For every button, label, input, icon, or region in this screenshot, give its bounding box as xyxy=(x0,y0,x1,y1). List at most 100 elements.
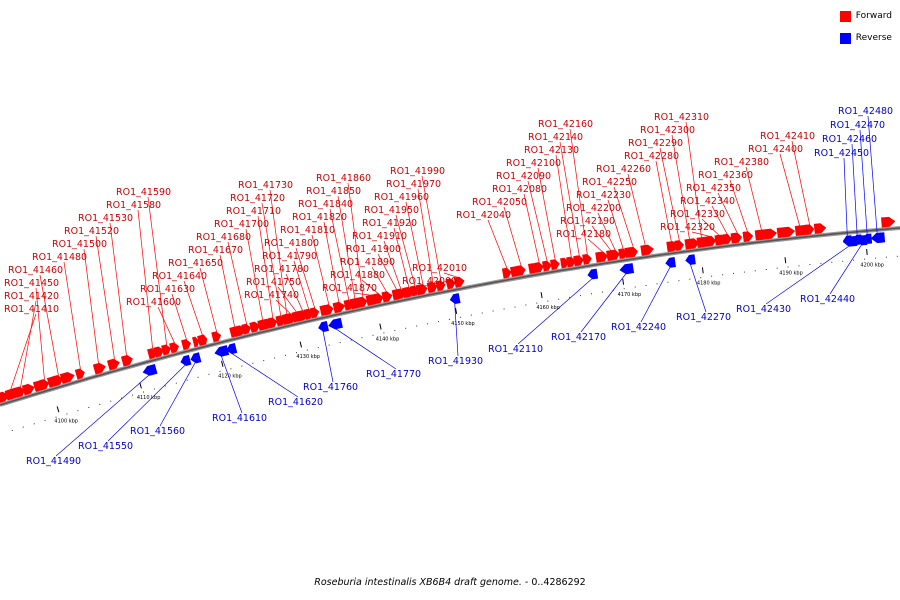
leader-line xyxy=(537,167,556,261)
forward-gene-label: RO1_42140 xyxy=(528,132,583,143)
reverse-gene-arrow xyxy=(318,321,329,332)
leader-line xyxy=(137,209,154,350)
forward-gene-label: RO1_41800 xyxy=(264,238,319,249)
scale-dot xyxy=(831,261,833,263)
forward-gene-label: RO1_42090 xyxy=(496,171,551,182)
reverse-gene-arrow xyxy=(587,268,599,280)
leader-line xyxy=(334,328,397,370)
reverse-gene-arrow xyxy=(142,364,158,376)
forward-gene-arrow xyxy=(598,251,608,263)
legend-label-reverse: Reverse xyxy=(855,33,892,43)
forward-gene-arrow xyxy=(610,249,620,261)
forward-gene-arrow xyxy=(357,296,368,308)
forward-gene-arrow xyxy=(666,241,676,252)
scale-dot xyxy=(820,262,822,264)
reverse-gene-arrow xyxy=(842,235,858,247)
scale-dot xyxy=(536,302,538,304)
leader-line xyxy=(655,160,672,243)
leader-line xyxy=(10,313,37,391)
caption-genome: Roseburia intestinalis XB6B4 draft genom… xyxy=(314,577,522,588)
forward-gene-label: RO1_41890 xyxy=(340,257,395,268)
leader-line xyxy=(685,121,702,239)
scale-dot xyxy=(416,325,418,327)
forward-gene-label: RO1_42380 xyxy=(714,157,769,168)
leader-line xyxy=(559,141,580,257)
forward-gene-arrow xyxy=(14,386,25,398)
scale-dot xyxy=(667,281,669,283)
leader-line xyxy=(39,274,59,376)
leader-line xyxy=(607,199,624,250)
tick-layer: 4100 kbp 4110 kbp 4120 kbp 4130 kbp 4140 kbp… xyxy=(11,248,898,431)
scale-dot xyxy=(798,265,800,267)
scale-dot xyxy=(306,349,308,351)
leader-line xyxy=(417,188,434,284)
scale-dot xyxy=(405,327,407,329)
forward-gene-label: RO1_41590 xyxy=(116,187,171,198)
scale-tick-label: 4200 kbp xyxy=(860,263,884,269)
leader-line xyxy=(245,228,264,321)
forward-gene-label: RO1_41850 xyxy=(306,186,361,197)
forward-gene-label: RO1_42340 xyxy=(680,196,735,207)
scale-dot xyxy=(252,362,254,364)
caption-range: - 0..4286292 xyxy=(521,577,586,588)
forward-gene-arrow xyxy=(381,291,392,303)
scale-tick-label: 4170 kbp xyxy=(618,292,642,298)
leader-line xyxy=(337,195,356,300)
scale-dot xyxy=(711,275,713,277)
forward-gene-label: RO1_42040 xyxy=(456,210,511,221)
reverse-gene-arrow xyxy=(180,354,192,366)
scale-dot xyxy=(689,278,691,280)
forward-gene-arrow xyxy=(742,231,753,242)
scale-tick-label: 4190 kbp xyxy=(779,271,803,277)
leader-line xyxy=(231,352,299,398)
scale-dot xyxy=(864,258,866,260)
forward-gene-label: RO1_41810 xyxy=(280,225,335,236)
forward-gene-label: RO1_42200 xyxy=(566,203,621,214)
legend-swatch-reverse xyxy=(839,32,851,44)
forward-gene-arrow xyxy=(249,321,261,333)
scale-dot xyxy=(470,314,472,316)
scale-dot xyxy=(110,400,112,402)
forward-gene-arrow xyxy=(560,257,569,269)
forward-gene-arrow xyxy=(323,304,334,316)
reverse-gene-label: RO1_41930 xyxy=(428,356,483,367)
forward-gene-label: RO1_42310 xyxy=(654,112,709,123)
forward-gene-label: RO1_41920 xyxy=(362,218,417,229)
scale-tick-label: 4160 kbp xyxy=(536,305,560,311)
scale-dot xyxy=(317,347,319,349)
leader-line-layer xyxy=(10,115,878,457)
scale-dot xyxy=(842,260,844,262)
leader-line xyxy=(329,208,350,301)
forward-gene-label: RO1_41500 xyxy=(52,239,107,250)
legend-swatch-forward xyxy=(839,10,851,22)
scale-tick xyxy=(221,360,224,367)
forward-gene-arrow xyxy=(395,288,406,300)
leader-line xyxy=(487,219,508,269)
forward-gene-label: RO1_41640 xyxy=(152,271,207,282)
forward-gene-arrow xyxy=(674,240,684,251)
legend-label-forward: Forward xyxy=(855,11,892,21)
forward-gene-arrow xyxy=(534,262,544,273)
forward-gene-arrow xyxy=(333,302,344,313)
scale-dot xyxy=(121,397,123,399)
leader-line xyxy=(591,225,612,252)
forward-gene-arrow xyxy=(566,256,576,268)
scale-dot xyxy=(514,306,516,308)
leader-line xyxy=(285,273,304,312)
scale-dot xyxy=(656,283,658,285)
forward-gene-arrow xyxy=(120,355,131,367)
reverse-gene-label: RO1_42460 xyxy=(822,134,877,145)
leader-line xyxy=(395,214,416,287)
scale-dot xyxy=(700,277,702,279)
leader-line xyxy=(323,221,340,304)
forward-gene-arrow xyxy=(776,226,796,238)
gene-layer xyxy=(0,216,896,404)
reverse-gene-label: RO1_42480 xyxy=(838,106,893,117)
scale-dot xyxy=(11,430,13,431)
scale-dot xyxy=(645,284,647,286)
forward-gene-label: RO1_41420 xyxy=(4,291,59,302)
leader-line xyxy=(322,330,334,383)
scale-tick xyxy=(56,406,60,413)
forward-gene-arrow xyxy=(211,331,222,343)
forward-gene-arrow xyxy=(501,267,512,279)
